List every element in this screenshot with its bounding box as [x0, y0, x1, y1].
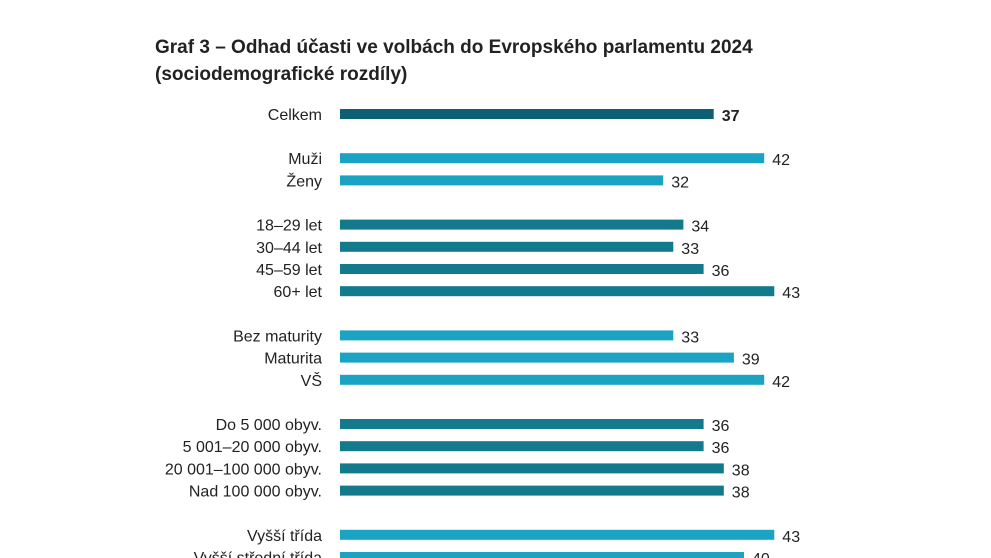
- bar: [340, 175, 664, 186]
- data-label: 39: [742, 352, 760, 369]
- data-label: 38: [732, 462, 750, 479]
- data-label: 43: [782, 529, 800, 546]
- category-label: Vyšší třída: [247, 528, 322, 545]
- bar: [340, 441, 704, 452]
- chart-title: Graf 3 – Odhad účasti ve volbách do Evro…: [155, 34, 955, 88]
- category-label: 45–59 let: [256, 262, 322, 279]
- data-label: 36: [712, 418, 730, 435]
- bar: [340, 264, 704, 274]
- bar: [340, 552, 744, 558]
- bar: [340, 529, 775, 540]
- data-label: 36: [712, 440, 730, 457]
- category-label: Do 5 000 obyv.: [216, 417, 322, 434]
- category-label: 18–29 let: [256, 218, 322, 235]
- bar: [340, 352, 734, 363]
- data-label: 40: [752, 551, 770, 558]
- data-label: 37: [722, 108, 740, 125]
- data-label: 34: [691, 219, 709, 236]
- bar: [340, 330, 674, 341]
- category-label: Bez maturity: [233, 328, 322, 345]
- bar: [340, 153, 765, 164]
- data-label: 42: [772, 152, 790, 169]
- data-label: 43: [782, 285, 800, 302]
- category-label: Nad 100 000 obyv.: [189, 484, 322, 501]
- bar: [340, 485, 724, 496]
- bar: [340, 219, 684, 230]
- category-label: 60+ let: [274, 284, 323, 301]
- bar: [340, 286, 775, 297]
- bar: [340, 419, 704, 429]
- category-label: Celkem: [268, 107, 322, 124]
- chart-title-line-1: Graf 3 – Odhad účasti ve volbách do Evro…: [155, 37, 753, 58]
- category-label: Ženy: [286, 171, 322, 190]
- category-label: Vyšší střední třída: [194, 550, 322, 558]
- data-label: 42: [772, 374, 790, 391]
- bar: [340, 109, 714, 119]
- category-label: Maturita: [264, 351, 322, 368]
- chart-title-line-2: (sociodemografické rozdíly): [155, 64, 408, 85]
- category-label: 30–44 let: [256, 240, 322, 257]
- data-label: 32: [671, 174, 689, 191]
- bar: [340, 241, 674, 252]
- category-label: 5 001–20 000 obyv.: [183, 439, 322, 456]
- category-label: VŠ: [301, 371, 322, 390]
- data-label: 33: [681, 241, 699, 258]
- bar: [340, 374, 765, 385]
- data-label: 36: [712, 263, 730, 280]
- category-label: Muži: [288, 151, 322, 168]
- data-label: 38: [732, 485, 750, 502]
- category-label: 20 001–100 000 obyv.: [165, 461, 322, 478]
- data-label: 33: [681, 329, 699, 346]
- bar: [340, 463, 724, 474]
